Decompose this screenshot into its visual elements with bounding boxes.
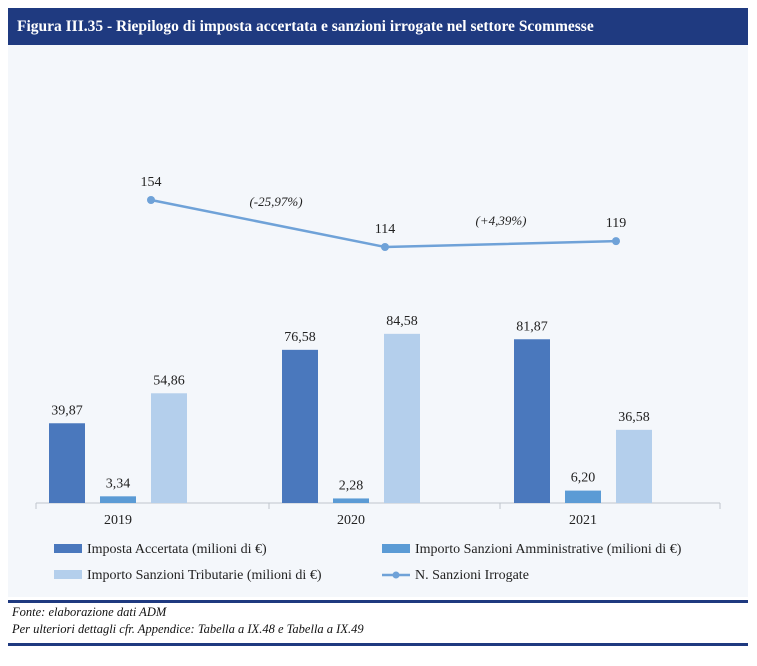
- line-point[interactable]: [381, 243, 389, 251]
- change-annotation: (-25,97%): [249, 194, 302, 209]
- source-note: Fonte: elaborazione dati ADM: [12, 605, 167, 619]
- bar-value-label: 54,86: [153, 373, 185, 388]
- bar-value-label: 2,28: [339, 478, 364, 493]
- bar-value-label: 81,87: [516, 319, 548, 334]
- chart-panel: 39,87 76,58 81,87 3,34 2,28 6,20 54,86 84,58 36,…: [8, 45, 748, 597]
- bar[interactable]: [384, 333, 420, 503]
- legend-swatch: [54, 544, 82, 553]
- bar-value-label: 3,34: [106, 476, 131, 491]
- legend-label: Importo Sanzioni Amministrative (milioni…: [415, 542, 682, 557]
- bar[interactable]: [100, 496, 136, 503]
- line-point[interactable]: [612, 237, 620, 246]
- line-value-label: 119: [606, 216, 626, 231]
- bar[interactable]: [514, 339, 550, 503]
- x-tick-label: 2021: [569, 513, 597, 528]
- bar[interactable]: [49, 423, 85, 503]
- legend-label: Importo Sanzioni Tributarie (milioni di …: [87, 568, 322, 583]
- bar[interactable]: [565, 490, 601, 503]
- legend-swatch: [54, 570, 82, 579]
- legend-label: N. Sanzioni Irrogate: [415, 568, 529, 583]
- bar-value-label: 36,58: [618, 410, 650, 425]
- figure-title: Figura III.35 - Riepilogo di imposta acc…: [8, 8, 748, 45]
- bar[interactable]: [282, 349, 318, 503]
- x-tick-label: 2020: [337, 513, 365, 528]
- legend-line-marker: [392, 571, 400, 579]
- bar[interactable]: [333, 498, 369, 503]
- footer-rule-top: [8, 600, 748, 603]
- bar-value-label: 84,58: [386, 314, 418, 329]
- bar-value-label: 76,58: [284, 330, 316, 345]
- line-value-label: 114: [375, 222, 395, 237]
- x-tick-label: 2019: [104, 513, 132, 528]
- line-point[interactable]: [147, 196, 155, 204]
- details-note: Per ulteriori dettagli cfr. Appendice: T…: [12, 622, 364, 636]
- bar[interactable]: [616, 429, 652, 503]
- change-annotation: (+4,39%): [475, 213, 526, 228]
- bar-value-label: 6,20: [571, 471, 596, 486]
- legend-label: Imposta Accertata (milioni di €): [87, 542, 267, 557]
- combo-chart: 39,87 76,58 81,87 3,34 2,28 6,20 54,86 84,58 36,…: [35, 175, 721, 583]
- footer-rule-bottom: [8, 643, 748, 646]
- bar[interactable]: [151, 393, 187, 503]
- legend-swatch: [382, 544, 410, 553]
- line-value-label: 154: [141, 175, 162, 190]
- bar-value-label: 39,87: [51, 403, 83, 418]
